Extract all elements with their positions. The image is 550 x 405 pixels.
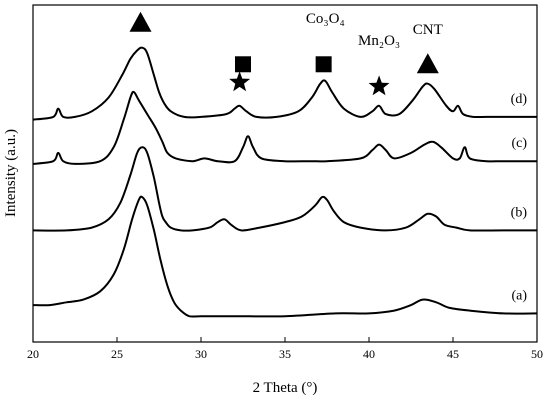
series-line — [32, 195, 538, 318]
triangle-marker — [416, 53, 439, 74]
x-tick-label: 40 — [363, 347, 375, 361]
series-label: (c) — [511, 136, 527, 151]
star-marker — [229, 71, 251, 92]
series-label: (d) — [511, 92, 528, 107]
x-tick-label: 30 — [195, 347, 207, 361]
x-axis-label: 2 Theta (°) — [253, 380, 318, 396]
x-tick-label: 45 — [447, 347, 459, 361]
series-labels: (a) (b) (c) (d) — [511, 92, 528, 304]
y-axis-label: Intensity (a.u.) — [3, 129, 19, 217]
square-marker — [235, 56, 251, 73]
star-marker — [368, 75, 390, 96]
series-line — [32, 90, 537, 165]
x-tick-label: 35 — [279, 347, 291, 361]
square-marker — [315, 56, 332, 73]
triangle-marker — [129, 11, 152, 32]
x-tick-label: 25 — [111, 347, 123, 361]
series-line — [32, 146, 537, 232]
series-label: (b) — [511, 205, 528, 220]
series-label: (a) — [511, 288, 527, 303]
peak-annotation: Mn₂O₃ — [358, 33, 400, 49]
x-tick-label: 50 — [531, 347, 543, 361]
x-tick-label: 20 — [27, 347, 39, 361]
series-curves — [32, 46, 538, 318]
peak-annotation: CNT — [413, 22, 443, 38]
peak-markers — [129, 11, 439, 96]
plot-frame — [32, 4, 538, 343]
series-line — [32, 46, 537, 121]
peak-annotation: Co₃O₄ — [306, 11, 345, 27]
x-axis-ticks: 20 25 30 35 40 45 50 — [27, 337, 543, 361]
peak-annotations: Co₃O₄ Mn₂O₃ CNT — [306, 11, 443, 49]
